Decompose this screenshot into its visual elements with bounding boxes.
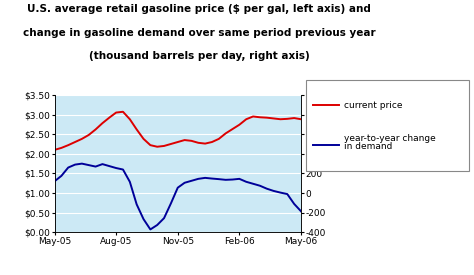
Text: current price: current price xyxy=(344,101,402,110)
Text: U.S. average retail gasoline price ($ per gal, left axis) and: U.S. average retail gasoline price ($ pe… xyxy=(27,4,371,14)
Text: year-to-year change: year-to-year change xyxy=(344,134,436,143)
Text: change in gasoline demand over same period previous year: change in gasoline demand over same peri… xyxy=(23,28,375,37)
Text: (thousand barrels per day, right axis): (thousand barrels per day, right axis) xyxy=(89,51,310,61)
Text: in demand: in demand xyxy=(344,142,392,151)
